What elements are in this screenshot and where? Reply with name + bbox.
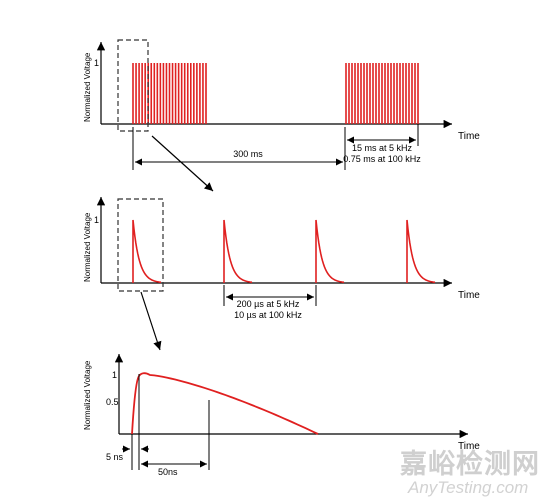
watermark-chinese: 嘉峪检测网 (400, 448, 540, 480)
panel-pulse-repetition: Normalized Voltage 1 Time 200 µs at 5 kH… (83, 197, 480, 351)
panel2-zoom-box (117, 198, 164, 292)
panel1-y-tick-1: 1 (94, 58, 99, 68)
panel1-zoom-arrow (151, 135, 214, 192)
panel2-pulse-4 (406, 219, 436, 284)
panel3-rise-label: 5 ns (106, 452, 124, 462)
panel2-pulse-2 (223, 219, 253, 284)
panel3-width-label: 50ns (158, 467, 178, 477)
panel1-burst-label-line2: 0.75 ms at 100 kHz (343, 154, 421, 164)
panel2-y-tick-1: 1 (94, 215, 99, 225)
panel1-burst-label-line1: 15 ms at 5 kHz (352, 143, 413, 153)
panel1-period-label: 300 ms (233, 149, 263, 159)
panel3-y-axis-label: Normalized Voltage (83, 360, 92, 430)
panel2-pulse-3 (315, 219, 345, 284)
watermark-english: AnyTesting.com (407, 478, 528, 497)
panel2-pulse-1 (132, 219, 162, 284)
panel3-y-tick-0-5: 0.5 (106, 397, 119, 407)
panel1-y-axis-label: Normalized Voltage (83, 52, 92, 122)
panel1-x-axis-label: Time (458, 131, 480, 142)
watermark: 嘉峪检测网 AnyTesting.com (400, 448, 540, 497)
panel2-zoom-arrow (140, 291, 162, 351)
panel2-interval-label-line2: 10 µs at 100 kHz (234, 310, 302, 320)
panel-single-pulse: Normalized Voltage 1 0.5 Time 5 ns 50ns (83, 354, 480, 477)
panel3-y-tick-1: 1 (112, 370, 117, 380)
panel2-x-axis-label: Time (458, 290, 480, 301)
panel3-pulse-waveform (131, 372, 319, 435)
panel3-x-axis-label: Time (458, 441, 480, 452)
panel-burst-train: Normalized Voltage 1 Time 300 ms 15 ms a… (83, 39, 480, 192)
panel1-pulse-burst-2 (345, 63, 419, 124)
panel1-pulse-burst-1 (132, 63, 207, 124)
panel2-y-axis-label: Normalized Voltage (83, 212, 92, 282)
panel2-interval-label-line1: 200 µs at 5 kHz (237, 299, 300, 309)
